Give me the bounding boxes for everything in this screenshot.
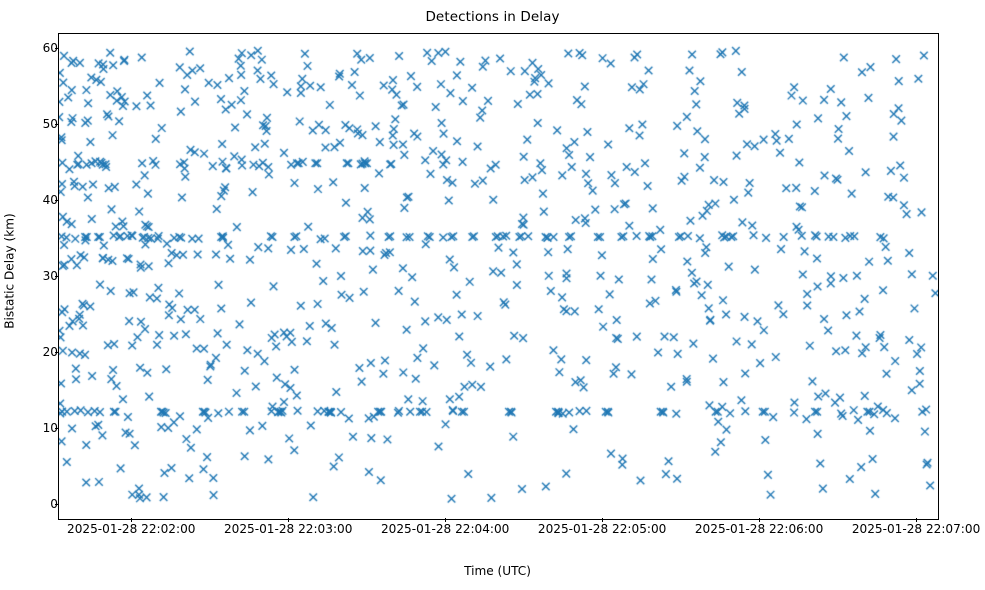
- y-axis-label: Bistatic Delay (km): [2, 213, 17, 329]
- scatter-plot-canvas: [59, 34, 938, 519]
- y-tick-label: 40: [42, 193, 58, 208]
- y-tick-label: 30: [42, 269, 58, 284]
- x-tick-mark: [758, 518, 760, 522]
- x-tick-mark: [915, 518, 917, 522]
- y-tick-mark: [54, 199, 58, 201]
- x-tick-mark: [287, 518, 289, 522]
- y-tick-label: 10: [42, 421, 58, 436]
- y-tick-mark: [54, 275, 58, 277]
- x-tick-mark: [444, 518, 446, 522]
- y-tick-mark: [54, 123, 58, 125]
- y-tick-mark: [54, 503, 58, 505]
- y-axis-ticks: 0 10 20 30 40 50 60: [0, 0, 58, 590]
- x-tick-mark: [601, 518, 603, 522]
- page-title: Detections in Delay: [425, 9, 560, 25]
- y-tick-label: 50: [42, 117, 58, 132]
- y-tick-label: 60: [42, 41, 58, 56]
- y-tick-mark: [54, 351, 58, 353]
- x-tick-label: 2025-01-28 22:03:00: [223, 522, 353, 536]
- x-tick-mark: [130, 518, 132, 522]
- x-tick-label: 2025-01-28 22:05:00: [537, 522, 667, 536]
- y-tick-mark: [54, 427, 58, 429]
- plot-axes-area: [58, 33, 939, 520]
- y-tick-label: 20: [42, 345, 58, 360]
- y-tick-mark: [54, 47, 58, 49]
- x-tick-label: 2025-01-28 22:07:00: [851, 522, 981, 536]
- x-axis-label: Time (UTC): [464, 564, 531, 578]
- x-tick-label: 2025-01-28 22:02:00: [67, 522, 196, 536]
- y-tick-label: 0: [14, 497, 58, 511]
- x-tick-label: 2025-01-28 22:06:00: [694, 522, 824, 536]
- x-tick-label: 2025-01-28 22:04:00: [380, 522, 510, 536]
